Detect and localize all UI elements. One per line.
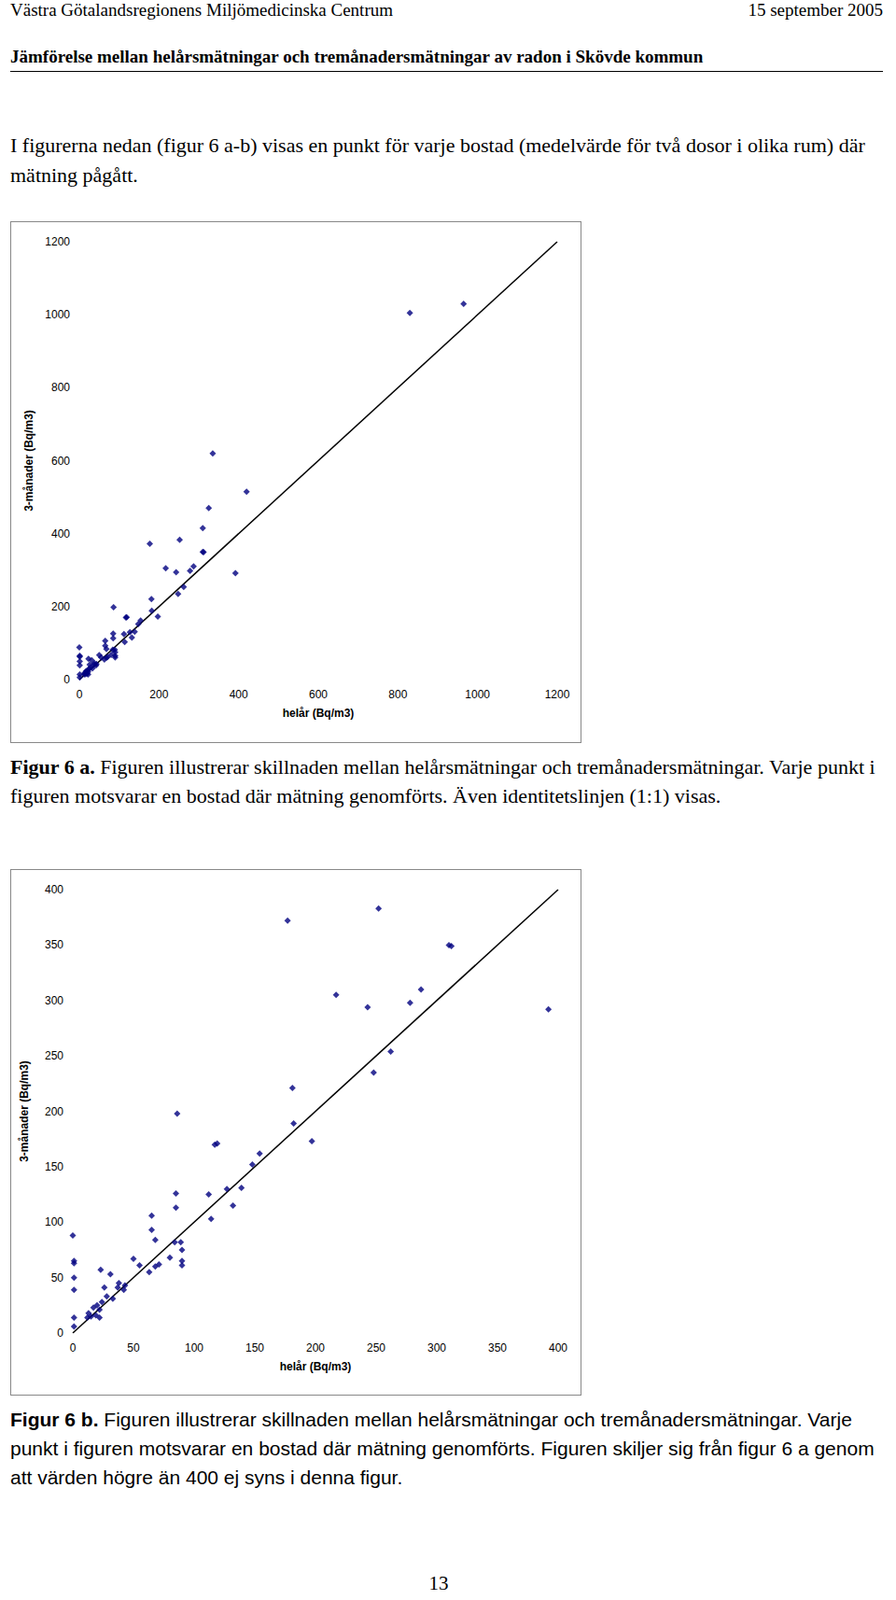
html-text:15 september 2005: 15 september 2005 (747, 0, 883, 20)
svg-text:250: 250 (366, 1341, 386, 1355)
svg-text:1200: 1200 (545, 687, 571, 701)
svg-text:600: 600 (308, 687, 328, 701)
svg-text:200: 200 (44, 1105, 64, 1119)
svg-text:100: 100 (184, 1341, 204, 1355)
svg-text:300: 300 (427, 1341, 447, 1355)
svg-text:400: 400 (548, 1341, 568, 1355)
svg-text:400: 400 (44, 882, 64, 896)
svg-text:3-månader (Bq/m3): 3-månader (Bq/m3) (17, 1060, 31, 1162)
svg-text:350: 350 (488, 1341, 507, 1355)
svg-text:helår (Bq/m3): helår (Bq/m3) (282, 706, 355, 720)
svg-text:0: 0 (70, 1341, 77, 1355)
svg-text:300: 300 (44, 994, 64, 1008)
html-text:Jämförelse mellan helårsmätnin: Jämförelse mellan helårsmätningar och tr… (10, 46, 704, 67)
svg-text:600: 600 (51, 454, 70, 468)
html-text:Figur 6 b. Figuren illustrerar: Figur 6 b. Figuren illustrerar skillnade… (10, 1408, 875, 1488)
svg-text:150: 150 (44, 1160, 64, 1174)
svg-text:800: 800 (388, 687, 407, 701)
svg-text:200: 200 (306, 1341, 325, 1355)
svg-text:1200: 1200 (44, 235, 70, 249)
svg-text:150: 150 (245, 1341, 265, 1355)
svg-text:50: 50 (51, 1271, 65, 1285)
svg-text:0: 0 (56, 1326, 64, 1340)
svg-text:3-månader (Bq/m3): 3-månader (Bq/m3) (22, 409, 36, 512)
svg-text:200: 200 (149, 687, 168, 701)
svg-text:350: 350 (44, 938, 64, 952)
svg-text:400: 400 (229, 687, 249, 701)
html-text:Västra Götalandsregionens Milj: Västra Götalandsregionens Miljömedicinsk… (10, 0, 393, 20)
svg-text:400: 400 (51, 527, 70, 541)
html-text:I figurerna nedan (figur 6 a-b: I figurerna nedan (figur 6 a-b) visas en… (10, 133, 865, 187)
html-text:13: 13 (428, 1571, 449, 1595)
svg-text:1000: 1000 (464, 687, 490, 701)
svg-text:100: 100 (44, 1215, 64, 1229)
svg-text:200: 200 (51, 600, 70, 614)
html-text:Figur 6 a. Figuren illustrerar: Figur 6 a. Figuren illustrerar skillnade… (10, 755, 876, 808)
svg-text:1000: 1000 (44, 308, 70, 322)
svg-text:50: 50 (126, 1341, 140, 1355)
svg-text:250: 250 (44, 1049, 64, 1063)
svg-text:800: 800 (51, 380, 70, 394)
svg-text:helår (Bq/m3): helår (Bq/m3) (280, 1359, 352, 1373)
svg-text:0: 0 (76, 687, 84, 701)
svg-text:0: 0 (63, 672, 70, 686)
